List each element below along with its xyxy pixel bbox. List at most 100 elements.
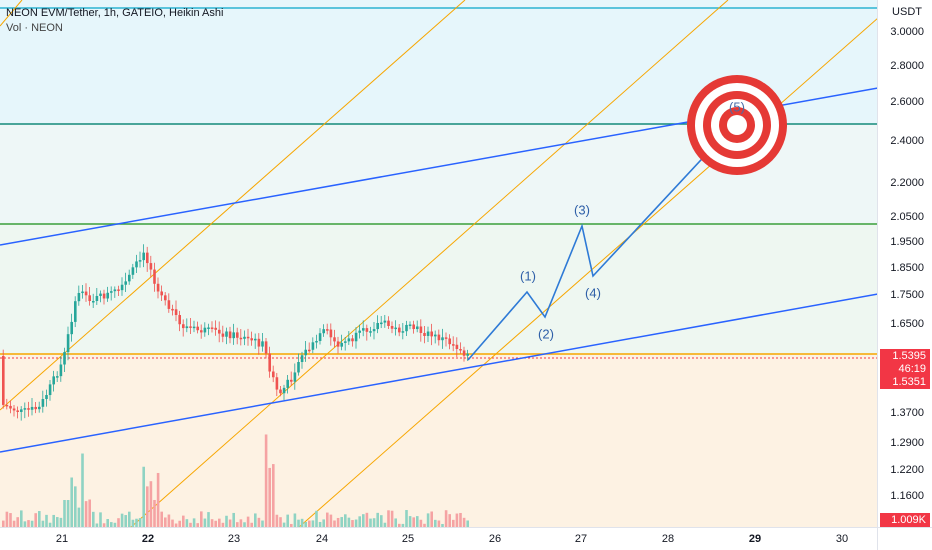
candle-body (113, 289, 117, 292)
wave-label-4: (4) (585, 285, 601, 301)
price-tick: 1.6500 (890, 318, 924, 330)
candle-body (304, 349, 307, 356)
candle-body (430, 331, 433, 337)
candle-body (250, 338, 253, 341)
candle-body (437, 334, 441, 341)
volume-bar (178, 520, 181, 528)
candle-body (23, 408, 27, 410)
candle-body (92, 300, 95, 303)
trend-line-lower[interactable] (0, 293, 878, 453)
volume-bar (254, 513, 257, 528)
candle-body (322, 329, 325, 334)
candle-body (84, 291, 88, 296)
volume-bar (225, 515, 228, 528)
candle-body (189, 326, 192, 328)
candle-body (448, 338, 451, 345)
candle-body (293, 372, 297, 382)
volume-bar (250, 522, 253, 528)
elliott-wave-path[interactable] (467, 117, 741, 361)
channel-line-3[interactable] (129, 0, 729, 528)
volume-bar (279, 517, 282, 528)
volume-bar (203, 518, 207, 528)
volume-bar (322, 519, 325, 528)
chart-plot[interactable] (0, 0, 878, 528)
volume-bar (124, 515, 127, 528)
volume-bar (102, 523, 106, 528)
price-tick: 1.7500 (890, 289, 924, 301)
candle-body (329, 329, 333, 338)
volume-bar (434, 519, 437, 528)
candle-body (56, 376, 59, 378)
candle-body (394, 327, 397, 330)
volume-bar (448, 514, 451, 528)
volume-bar (131, 519, 135, 528)
candle-body (110, 291, 113, 293)
time-tick: 25 (401, 533, 415, 545)
volume-bar (405, 510, 408, 528)
volume-bar (340, 517, 343, 528)
volume-bar (236, 522, 239, 528)
time-tick: 21 (55, 533, 69, 545)
volume-bar (243, 522, 246, 528)
volume-bar (362, 514, 365, 528)
volume-bar (41, 520, 45, 528)
volume-bar (347, 517, 351, 528)
time-axis[interactable]: 21 22 23 24 25 26 27 28 29 30 (0, 527, 878, 550)
candle-body (286, 379, 289, 388)
channel-line-2[interactable] (0, 0, 466, 411)
volume-bar (380, 515, 383, 528)
channel-line-1[interactable] (0, 0, 23, 27)
volume-bar (34, 513, 37, 528)
volume-bar (66, 500, 70, 528)
volume-legend[interactable]: Vol · NEON (6, 22, 63, 34)
volume-bar (351, 520, 354, 528)
volume-bar (318, 521, 322, 528)
volume-bar (95, 523, 99, 528)
candle-body (416, 326, 419, 330)
candle-body (106, 292, 109, 299)
target-icon[interactable] (687, 75, 787, 175)
volume-bar (171, 519, 174, 528)
volume-bar (408, 516, 412, 528)
volume-bar (23, 521, 27, 528)
candle-body (333, 337, 336, 342)
volume-bar (268, 467, 271, 528)
volume-bar (293, 513, 297, 528)
candle-body (74, 301, 77, 322)
candle-body (160, 291, 163, 296)
price-axis[interactable]: USDT 3.0000 2.8000 2.6000 2.4000 2.2000 … (877, 0, 932, 528)
candle-body (369, 331, 372, 333)
volume-bar (207, 512, 210, 528)
candle-body (441, 337, 444, 341)
price-tick: 2.8000 (890, 60, 924, 72)
volume-bar (12, 520, 16, 528)
candle-body (236, 332, 239, 338)
volume-bar (290, 523, 293, 528)
candle-body (138, 260, 142, 262)
candle-body (120, 284, 124, 291)
candle-body (196, 326, 199, 331)
volume-bar (81, 453, 84, 528)
volume-bar (200, 511, 203, 528)
candle-body (358, 330, 361, 333)
volume-bar (74, 486, 77, 528)
candle-body (452, 344, 455, 346)
candle-body (102, 293, 106, 299)
candle-body (164, 295, 167, 301)
currency-unit[interactable]: USDT (892, 6, 922, 18)
symbol-legend[interactable]: NEON EVM/Tether, 1h, GATEIO, Heikin Ashi (6, 7, 224, 19)
candle-body (459, 349, 462, 351)
candle-body (149, 263, 153, 270)
price-tick: 1.2200 (890, 464, 924, 476)
candle-body (434, 334, 437, 337)
target-ring (727, 115, 747, 135)
volume-bar (156, 472, 160, 528)
candle-body (347, 338, 351, 342)
candle-body (423, 332, 426, 336)
candle-body (408, 324, 412, 326)
candle-body (387, 320, 390, 326)
candle-body (419, 326, 423, 333)
volume-bar (239, 519, 243, 528)
candlesticks[interactable] (2, 244, 469, 421)
